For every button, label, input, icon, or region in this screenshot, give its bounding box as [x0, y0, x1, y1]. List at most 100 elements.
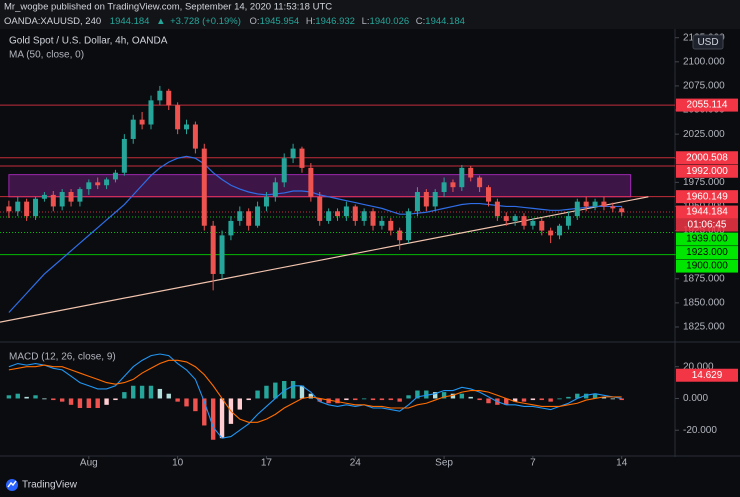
macd-histogram-bar	[450, 393, 456, 399]
candle-body	[468, 167, 474, 178]
macd-histogram-bar	[548, 398, 553, 402]
ohlc-value: 1944.184	[425, 16, 465, 27]
macd-line	[8, 353, 622, 439]
x-tick-label: 14	[616, 458, 628, 469]
level-label: 1992.000	[676, 164, 738, 178]
macd-histogram-bar	[51, 398, 56, 401]
macd-histogram-bar	[539, 398, 544, 401]
macd-histogram-bar	[459, 393, 465, 399]
level-label-box	[676, 232, 738, 246]
ma-legend: MA (50, close, 0)	[9, 50, 84, 61]
candle-body	[192, 124, 198, 149]
candle-body	[388, 220, 394, 231]
level-label-text: 1900.000	[686, 261, 728, 272]
level-label-text: 1923.000	[686, 247, 728, 258]
macd-histogram-bar	[335, 398, 340, 404]
level-label-box	[676, 259, 738, 273]
y-tick-label: 2100.000	[683, 56, 725, 67]
macd-histogram-bar	[344, 398, 349, 401]
macd-histogram-bar	[122, 392, 127, 399]
macd-histogram-bar	[424, 390, 429, 399]
candle-body	[255, 206, 261, 226]
macd-histogram-bar	[353, 398, 358, 401]
candle-body	[148, 100, 154, 125]
macd-histogram-bar	[193, 398, 198, 412]
candle-body	[370, 211, 376, 226]
ohlc-label: O:	[250, 16, 260, 27]
candle-body	[450, 182, 456, 188]
ohlc-label: L:	[362, 16, 370, 27]
macd-y-tick-label: 0.000	[683, 393, 708, 404]
macd-histogram-bar	[521, 398, 527, 402]
candle-body	[157, 90, 163, 101]
macd-line	[8, 359, 622, 423]
macd-histogram-bar	[308, 393, 314, 399]
macd-histogram-bar	[42, 398, 47, 400]
macd-histogram-bar	[210, 398, 216, 440]
last-price: 1944.184	[110, 16, 150, 27]
macd-histogram-bar	[246, 398, 251, 401]
macd-histogram-bar	[370, 398, 376, 401]
macd-histogram-bar	[557, 398, 562, 400]
macd-histogram-bar	[139, 385, 145, 399]
candle-body	[503, 216, 509, 221]
y-tick-label: 2075.000	[683, 81, 725, 92]
candle-body	[397, 230, 403, 241]
level-label-box	[676, 205, 738, 219]
macd-histogram-bar	[575, 393, 580, 399]
macd-histogram-bar	[166, 393, 171, 399]
macd-histogram-bar	[202, 398, 207, 426]
change: +3.728 (+0.19%)	[170, 16, 241, 27]
y-tick-label: 1975.000	[683, 177, 725, 188]
candle-body	[104, 179, 110, 186]
macd-histogram-bar	[59, 398, 65, 402]
candle-body	[477, 177, 483, 188]
macd-histogram-bar	[68, 398, 74, 405]
footer-logo	[6, 479, 18, 491]
macd-histogram-bar	[131, 385, 136, 399]
macd-pane	[6, 353, 624, 440]
candle-body	[485, 187, 491, 202]
candle-body	[86, 182, 92, 190]
ohlc-value: 1945.954	[260, 16, 300, 27]
macd-y-tick-label: -20.000	[683, 425, 717, 436]
level-label-text: 2055.114	[687, 100, 728, 111]
candle-body	[432, 191, 438, 207]
candle-body	[112, 172, 118, 180]
macd-histogram-bar	[468, 396, 473, 399]
y-tick-label: 1825.000	[683, 322, 725, 333]
macd-histogram-bar	[157, 388, 163, 399]
candle-body	[308, 167, 314, 197]
macd-histogram-bar	[113, 398, 118, 401]
symbol-line: OANDA:XAUUSD, 240 1944.184 ▲ +3.728 (+0.…	[4, 16, 465, 27]
macd-histogram-bar	[592, 393, 598, 399]
candle-body	[335, 211, 340, 217]
candle-body	[406, 211, 412, 241]
macd-histogram-bar	[184, 398, 189, 407]
candle-body	[246, 211, 252, 226]
header-bar	[0, 0, 740, 29]
currency-badge[interactable]	[692, 34, 724, 50]
macd-histogram-bar	[175, 398, 180, 402]
candle-body	[539, 220, 545, 231]
candle-body	[184, 124, 190, 130]
y-tick-label: 1850.000	[683, 298, 725, 309]
macd-histogram-bar	[415, 390, 420, 399]
candle-body	[557, 225, 563, 236]
macd-histogram-bar	[477, 398, 482, 401]
candle-body	[77, 189, 83, 202]
macd-histogram-bar	[219, 398, 225, 439]
candle-body	[530, 220, 536, 226]
macd-y-tick-label: 20.000	[683, 361, 714, 372]
macd-histogram-bar	[282, 381, 287, 399]
macd-histogram-bar	[361, 398, 367, 400]
macd-histogram-bar	[148, 385, 154, 399]
candle-body	[237, 211, 243, 221]
candle-body	[565, 216, 571, 226]
candle-body	[166, 90, 172, 106]
level-label-box	[676, 246, 738, 260]
macd-histogram-bar	[397, 398, 402, 402]
candle-body	[24, 201, 30, 217]
level-label-box	[676, 164, 738, 178]
